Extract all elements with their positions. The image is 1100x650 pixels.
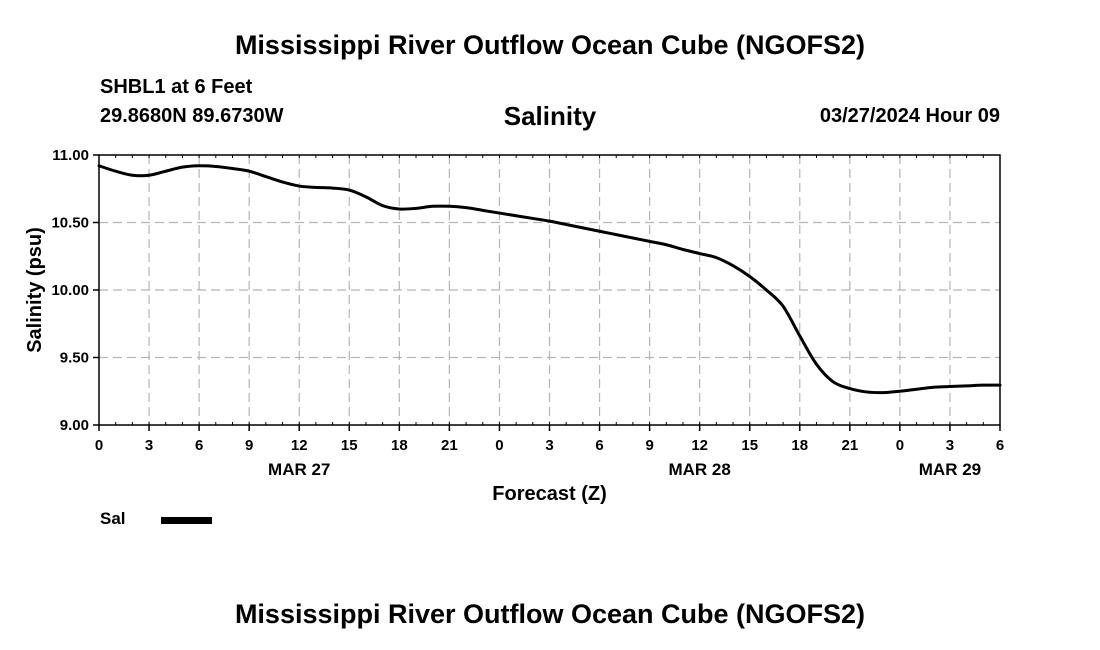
station-name: SHBL1 at 6 Feet (100, 76, 253, 98)
x-tick-label: 21 (441, 437, 458, 454)
ticks-layer (93, 154, 1001, 431)
legend-swatch (161, 517, 212, 524)
day-label: MAR 28 (668, 460, 730, 479)
labels-layer: 0 3 6 9 12 15 18 21 0 3 6 9 12 15 18 21 0 3 6 9.00 9.50 10.00… (51, 147, 1004, 479)
x-tick-label: 3 (545, 437, 553, 454)
series-line-sal (97, 164, 1002, 395)
x-tick-label: 6 (595, 437, 603, 454)
x-tick-label: 3 (946, 437, 954, 454)
day-label: MAR 29 (919, 460, 981, 479)
y-tick-label: 11.00 (52, 147, 89, 164)
x-tick-label: 3 (145, 437, 153, 454)
grid-layer (99, 155, 1000, 425)
x-axis-label: Forecast (Z) (492, 483, 606, 505)
y-tick-label: 10.00 (51, 282, 89, 299)
x-tick-label: 12 (291, 437, 308, 454)
x-tick-label: 9 (245, 437, 253, 454)
y-tick-label: 10.50 (51, 215, 89, 232)
station-coordinates: 29.8680N 89.6730W (100, 105, 284, 127)
main-title: Mississippi River Outflow Ocean Cube (NG… (234, 30, 866, 60)
forecast-run-time: 03/27/2024 Hour 09 (819, 105, 1000, 127)
legend-label: Sal (100, 509, 126, 528)
x-tick-label: 0 (896, 437, 904, 454)
x-tick-label: 0 (95, 437, 103, 454)
day-label: MAR 27 (268, 460, 330, 479)
x-tick-label: 12 (691, 437, 708, 454)
x-tick-label: 15 (741, 437, 758, 454)
x-tick-label: 18 (791, 437, 808, 454)
y-tick-label: 9.50 (60, 350, 89, 367)
footer-title: Mississippi River Outflow Ocean Cube (NG… (234, 599, 866, 629)
x-tick-label: 0 (495, 437, 503, 454)
x-tick-label: 21 (841, 437, 858, 454)
y-tick-label: 9.00 (60, 417, 89, 434)
x-tick-label: 18 (391, 437, 408, 454)
x-tick-label: 6 (195, 437, 203, 454)
x-tick-label: 9 (645, 437, 653, 454)
x-tick-label: 6 (996, 437, 1004, 454)
chart-title: Salinity (503, 101, 597, 131)
x-tick-label: 15 (341, 437, 358, 454)
y-axis-label: Salinity (psu) (24, 227, 46, 353)
